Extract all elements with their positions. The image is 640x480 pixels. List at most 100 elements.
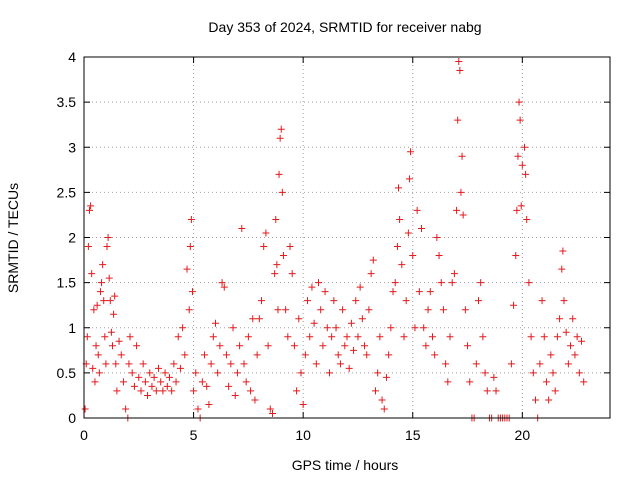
data-point: [262, 229, 270, 237]
data-point: [276, 134, 284, 142]
data-point: [274, 306, 282, 314]
data-point: [464, 342, 472, 350]
data-point: [212, 319, 219, 327]
data-point: [152, 387, 160, 395]
data-point: [216, 342, 224, 350]
data-point: [569, 315, 577, 323]
data-point: [187, 215, 195, 223]
data-point: [247, 387, 255, 395]
data-point: [299, 400, 307, 408]
data-point: [176, 364, 184, 372]
data-point: [117, 351, 125, 359]
plot-frame: [83, 56, 611, 419]
data-point: [323, 324, 331, 332]
data-point: [87, 202, 95, 210]
data-point: [198, 378, 206, 386]
data-point: [214, 369, 222, 377]
data-point: [174, 333, 182, 341]
data-point: [446, 333, 454, 341]
data-point: [433, 234, 441, 241]
data-point: [137, 387, 145, 395]
data-point: [341, 342, 349, 350]
data-point: [201, 351, 209, 359]
data-point: [312, 360, 320, 368]
data-point: [207, 360, 215, 368]
data-point: [242, 378, 250, 386]
data-point: [304, 297, 312, 305]
data-point: [559, 247, 567, 255]
data-point: [453, 206, 461, 214]
data-point: [260, 243, 268, 251]
data-point: [315, 279, 323, 287]
data-point: [222, 351, 230, 359]
data-point: [170, 360, 178, 368]
chart-title: Day 353 of 2024, SRMTID for receiver nab…: [208, 19, 481, 35]
data-point: [345, 364, 353, 372]
data-point: [358, 315, 366, 323]
data-point: [119, 378, 127, 386]
data-point: [515, 98, 523, 106]
data-point: [113, 387, 121, 395]
x-tick-label: 5: [190, 427, 198, 443]
data-point: [183, 265, 191, 273]
data-point: [371, 387, 379, 395]
data-point: [244, 333, 252, 341]
data-point: [492, 387, 500, 395]
data-point: [209, 333, 217, 341]
data-point: [288, 270, 296, 278]
data-point: [407, 148, 415, 156]
y-tick-label: 3.5: [57, 94, 77, 110]
data-point: [402, 297, 410, 305]
data-point: [190, 387, 198, 395]
data-point: [258, 297, 266, 305]
data-point: [328, 333, 336, 341]
data-point: [455, 58, 463, 66]
data-point: [367, 270, 375, 278]
data-point: [343, 333, 351, 341]
data-point: [477, 279, 485, 287]
data-point: [290, 342, 298, 350]
x-axis-label: GPS time / hours: [292, 457, 399, 473]
data-point: [354, 333, 362, 341]
data-point: [110, 310, 118, 318]
data-point: [385, 351, 393, 359]
data-point: [286, 243, 294, 251]
data-point: [510, 301, 518, 309]
data-point: [179, 324, 187, 332]
data-point: [396, 215, 404, 223]
axis-ticks: 0 0.5 1 1.5 2 2.5 3 3.5 4 0 5 10 15 20: [57, 49, 610, 443]
data-point: [456, 67, 464, 75]
data-point: [233, 369, 241, 377]
data-point: [102, 360, 110, 368]
data-point: [126, 333, 134, 341]
data-point: [172, 378, 180, 386]
data-point: [573, 333, 581, 341]
data-point: [268, 409, 276, 417]
data-point: [321, 288, 329, 296]
data-point: [220, 283, 228, 291]
y-tick-label: 0.5: [57, 365, 77, 381]
data-point: [130, 382, 138, 390]
data-point: [332, 324, 340, 332]
data-point: [527, 333, 535, 341]
data-point: [150, 373, 158, 381]
data-point: [556, 315, 564, 323]
data-point: [536, 360, 544, 368]
data-point: [365, 306, 373, 314]
data-point: [91, 378, 99, 386]
data-point: [188, 288, 196, 296]
data-point: [133, 342, 141, 350]
data-point: [475, 297, 482, 305]
data-point: [378, 396, 386, 404]
y-tick-label: 1.5: [57, 275, 77, 291]
data-point: [472, 360, 480, 368]
data-point: [139, 360, 147, 368]
data-point: [336, 360, 344, 368]
data-point: [517, 202, 525, 210]
data-point: [575, 369, 583, 377]
data-point: [437, 279, 445, 287]
data-point: [94, 351, 102, 359]
data-point: [108, 342, 116, 350]
data-point: [466, 378, 474, 386]
data-point: [255, 315, 263, 323]
